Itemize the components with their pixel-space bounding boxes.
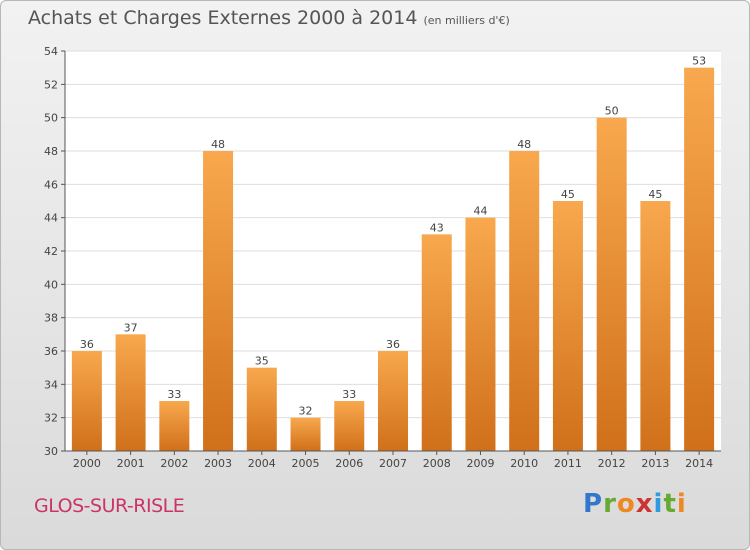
y-tick-label: 46: [44, 178, 58, 191]
y-tick-label: 36: [44, 345, 58, 358]
bar-value-label: 33: [342, 388, 356, 401]
y-tick-label: 44: [44, 212, 58, 225]
x-tick-label: 2008: [423, 457, 451, 470]
bar-value-label: 50: [605, 105, 619, 118]
y-tick-label: 38: [44, 312, 58, 325]
x-tick-label: 2004: [248, 457, 276, 470]
bar-2009: [465, 217, 496, 451]
bar-value-label: 37: [124, 321, 138, 334]
x-tick-label: 2009: [466, 457, 494, 470]
bar-2002: [159, 401, 190, 451]
bar-value-label: 44: [473, 205, 487, 218]
x-tick-label: 2001: [117, 457, 145, 470]
bar-value-label: 48: [517, 138, 531, 151]
x-tick-label: 2012: [598, 457, 626, 470]
chart-subtitle: (en milliers d'€): [423, 14, 510, 27]
x-tick-label: 2005: [292, 457, 320, 470]
logo-letter: i: [653, 489, 664, 519]
bar-2011: [552, 201, 583, 451]
bar-value-label: 45: [561, 188, 575, 201]
x-tick-label: 2007: [379, 457, 407, 470]
axes: 30 32 34 36 38 40 42 44 46 48 50 52 54 2000 2001 2002 20…: [44, 45, 721, 470]
y-tick-label: 40: [44, 278, 58, 291]
logo-letter: x: [635, 489, 654, 519]
x-tick-label: 2014: [685, 457, 713, 470]
logo-letter: t: [663, 489, 677, 519]
bar-2010: [509, 151, 540, 451]
x-tick-label: 2013: [641, 457, 669, 470]
x-tick-label: 2002: [160, 457, 188, 470]
x-tick-label: 2010: [510, 457, 538, 470]
bar-2012: [596, 117, 627, 452]
y-tick-label: 48: [44, 145, 58, 158]
logo-letter: P: [583, 489, 604, 519]
bar-value-label: 53: [692, 55, 706, 68]
y-tick-label: 34: [44, 378, 58, 391]
bar-2001: [115, 334, 146, 451]
bar-value-label: 33: [167, 388, 181, 401]
y-tick-label: 42: [44, 245, 58, 258]
y-tick-label: 50: [44, 112, 58, 125]
y-tick-label: 32: [44, 412, 58, 425]
bar-value-label: 48: [211, 138, 225, 151]
logo-letter: i: [676, 489, 687, 519]
commune-name: GLOS-SUR-RISLE: [34, 495, 185, 517]
logo-letter: o: [616, 489, 636, 519]
bar-2004: [246, 367, 277, 451]
bar-2005: [290, 417, 321, 451]
x-tick-label: 2003: [204, 457, 232, 470]
bars: 36 37 33 48 35 32 33 36 43 44 48 45 50 45 53: [71, 55, 715, 452]
bar-value-label: 36: [80, 338, 94, 351]
y-tick-label: 30: [44, 445, 58, 458]
bar-value-label: 32: [299, 405, 313, 418]
chart-title: Achats et Charges Externes 2000 à 2014 (e…: [28, 7, 510, 29]
logo-letter: r: [603, 489, 617, 519]
proxiti-logo[interactable]: Proxiti: [583, 489, 687, 519]
bar-2014: [684, 67, 715, 452]
chart-title-text: Achats et Charges Externes 2000 à 2014: [28, 7, 418, 29]
y-tick-label: 54: [44, 45, 58, 58]
bar-value-label: 35: [255, 355, 269, 368]
bar-value-label: 43: [430, 221, 444, 234]
bar-2013: [640, 201, 671, 451]
bar-value-label: 36: [386, 338, 400, 351]
x-tick-label: 2006: [335, 457, 363, 470]
bar-2003: [203, 151, 234, 451]
bar-2000: [71, 351, 102, 451]
bar-2007: [378, 351, 408, 451]
x-tick-label: 2011: [554, 457, 582, 470]
x-tick-label: 2000: [73, 457, 101, 470]
bar-2006: [334, 401, 365, 451]
bar-value-label: 45: [648, 188, 662, 201]
y-tick-label: 52: [44, 78, 58, 91]
bar-2008: [421, 234, 452, 451]
